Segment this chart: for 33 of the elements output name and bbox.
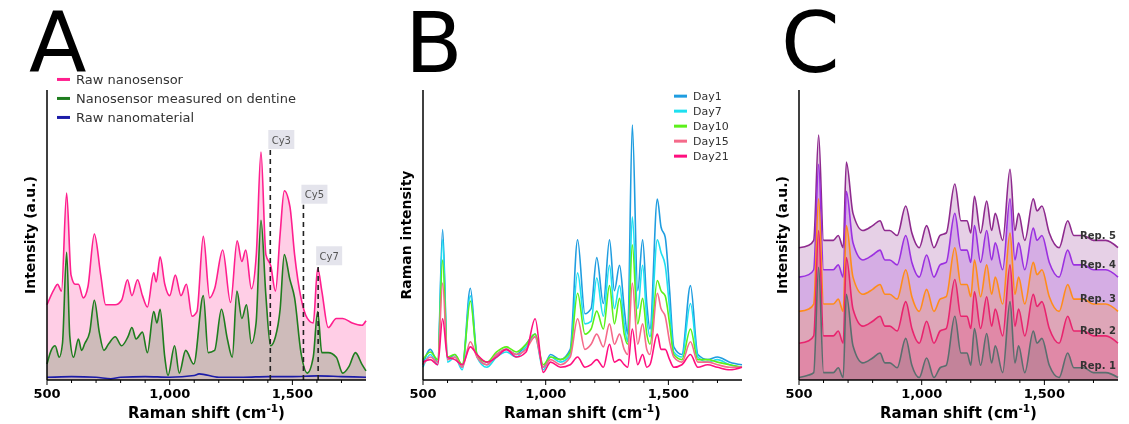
- ref-line-label: Cy7: [319, 250, 339, 262]
- series-label: Rep. 3: [1080, 293, 1117, 305]
- series-label: Rep. 5: [1080, 229, 1117, 241]
- legend-label: Day1: [693, 90, 722, 103]
- legend-label: Nanosensor measured on dentine: [76, 91, 296, 106]
- series-label: Rep. 2: [1080, 325, 1117, 337]
- legend-label: Raw nanosensor: [76, 72, 184, 87]
- x-tick-label: 500: [33, 386, 61, 401]
- ref-line-label: Cy3: [271, 134, 291, 146]
- x-tick-label: 500: [785, 386, 813, 401]
- series-label: Rep. 1: [1080, 359, 1117, 371]
- chart-title: C: [781, 0, 840, 92]
- x-tick-label: 1,000: [901, 386, 943, 401]
- legend-label: Day10: [693, 120, 729, 133]
- legend-label: Day15: [693, 135, 729, 148]
- legend-label: Day21: [693, 150, 729, 163]
- x-tick-label: 1,500: [271, 386, 313, 401]
- x-tick-label: 1,500: [647, 386, 689, 401]
- x-axis-title: Raman shift (cm$^{-1}$): [128, 402, 285, 422]
- series-label: Rep. 4: [1080, 259, 1117, 271]
- chart-title: B: [405, 0, 463, 92]
- y-axis-title: Intensity (a.u.): [22, 175, 38, 295]
- ref-line-label: Cy5: [304, 189, 325, 201]
- x-tick-label: 1,500: [1023, 386, 1065, 401]
- x-tick-label: 500: [409, 386, 437, 401]
- x-tick-label: 1,000: [525, 386, 567, 401]
- x-axis-title: Raman shift (cm$^{-1}$): [880, 402, 1037, 422]
- legend-label: Day7: [693, 105, 722, 118]
- legend-label: Raw nanomaterial: [76, 110, 195, 125]
- y-axis-title: Intensity (a.u.): [774, 175, 790, 295]
- x-axis-title: Raman shift (cm$^{-1}$): [504, 402, 661, 422]
- y-axis-title: Raman intensity: [398, 170, 414, 300]
- x-tick-label: 1,000: [149, 386, 191, 401]
